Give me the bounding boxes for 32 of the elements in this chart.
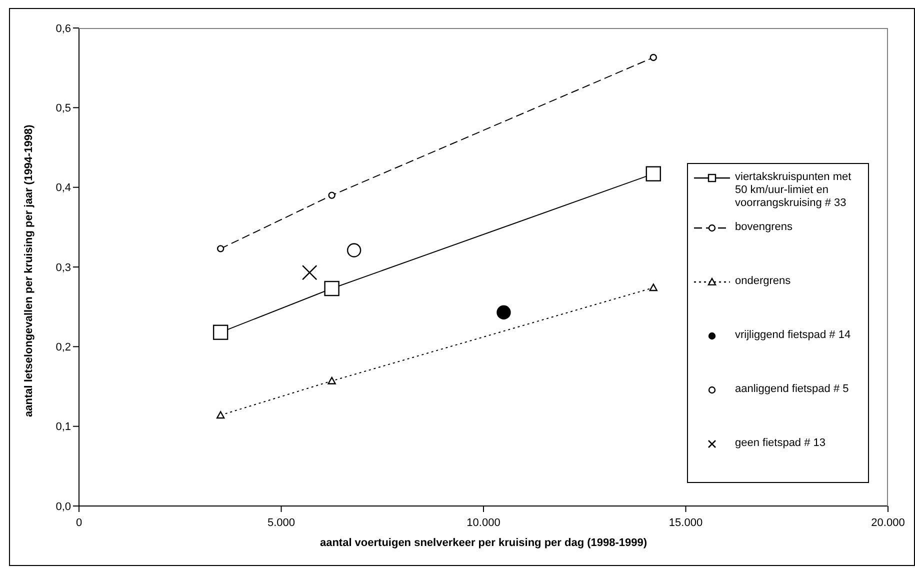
legend-label: aanliggend fietspad # 5 <box>735 383 849 396</box>
legend-label: bovengrens <box>735 221 792 234</box>
x-tick-label: 0 <box>76 517 82 529</box>
legend-label: ondergrens <box>735 275 791 288</box>
y-tick-label: 0,2 <box>56 342 71 354</box>
x-axis-title: aantal voertuigen snelverkeer per kruising per dag (1998-1999) <box>320 537 648 549</box>
point <box>496 305 511 320</box>
point <box>302 264 318 280</box>
x-tick-label: 5.000 <box>267 517 296 529</box>
x-tick-label: 15.000 <box>668 517 703 529</box>
point <box>324 280 340 296</box>
point <box>649 284 658 292</box>
legend-label: geen fietspad # 13 <box>735 437 826 450</box>
point <box>216 411 225 419</box>
point <box>328 192 336 199</box>
y-tick-label: 0,3 <box>56 262 71 274</box>
x-tick-label: 10.000 <box>466 517 500 529</box>
y-tick-label: 0,1 <box>56 421 71 434</box>
x-tick-label: 20.000 <box>871 517 905 529</box>
point <box>646 166 661 182</box>
y-tick-label: 0,0 <box>56 500 71 513</box>
legend-label: viertakskruispunten met 50 km/uur-limiet en voorrangskruising # 33 <box>735 171 852 210</box>
y-axis-title: aantal letselongevallen per kruising per jaar (1994-1998) <box>22 124 35 417</box>
point <box>346 243 362 258</box>
point <box>212 324 228 340</box>
point <box>216 245 224 252</box>
y-tick-label: 0,5 <box>56 102 71 115</box>
y-tick-label: 0,6 <box>56 22 71 35</box>
legend-label: vrijliggend fietspad # 14 <box>735 329 851 342</box>
point <box>328 376 336 384</box>
point <box>650 54 657 62</box>
y-tick-label: 0,4 <box>56 182 71 194</box>
